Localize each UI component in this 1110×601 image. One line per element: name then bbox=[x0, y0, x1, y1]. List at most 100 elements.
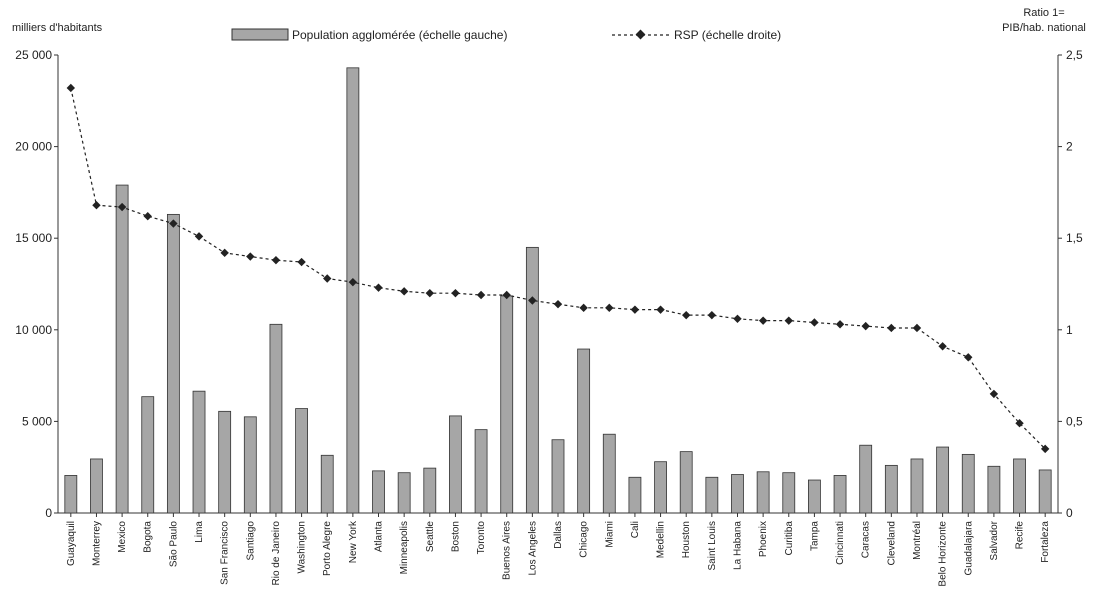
category-label: Porto Alegre bbox=[322, 521, 333, 576]
category-label: Rio de Janeiro bbox=[271, 521, 282, 586]
category-label: Cali bbox=[630, 521, 641, 538]
bar-montr-al bbox=[910, 458, 924, 514]
legend: Population agglomérée (échelle gauche) R… bbox=[231, 28, 781, 42]
category-label: Fortaleza bbox=[1040, 521, 1051, 563]
bar-guayaquil bbox=[64, 475, 78, 514]
category-label: Dallas bbox=[553, 521, 564, 549]
bar-san-francisco bbox=[218, 410, 232, 514]
right-tick-label: 1,5 bbox=[1066, 231, 1083, 245]
rsp-point bbox=[784, 316, 793, 325]
category-label: Tampa bbox=[809, 521, 820, 551]
rsp-point bbox=[553, 299, 563, 309]
bar-santiago bbox=[243, 416, 257, 514]
rsp-point bbox=[92, 201, 101, 210]
bar-rio-de-janeiro bbox=[269, 323, 283, 514]
bar-recife bbox=[1013, 458, 1026, 514]
bar-dallas bbox=[551, 439, 565, 514]
rsp-point bbox=[630, 305, 640, 314]
rsp-point bbox=[297, 257, 306, 267]
rsp-point bbox=[1015, 419, 1024, 428]
left-tick-label: 25 000 bbox=[15, 48, 52, 62]
rsp-point bbox=[938, 342, 947, 351]
rsp-point bbox=[656, 305, 665, 314]
rsp-point bbox=[810, 318, 819, 327]
bar-belo-horizonte bbox=[936, 446, 950, 514]
rsp-point bbox=[964, 353, 973, 362]
rsp-point bbox=[912, 323, 922, 333]
right-tick-label: 0,5 bbox=[1066, 414, 1083, 428]
rsp-point bbox=[323, 274, 332, 283]
bar-s-o-paulo bbox=[166, 213, 180, 514]
bar-curitiba bbox=[782, 472, 796, 514]
rsp-point bbox=[707, 310, 717, 320]
category-label: Miami bbox=[604, 521, 615, 548]
rsp-point bbox=[1040, 444, 1050, 454]
category-label: New York bbox=[348, 520, 359, 563]
bar-new-york bbox=[346, 67, 360, 514]
rsp-point bbox=[758, 316, 768, 325]
left-tick-label: 0 bbox=[45, 506, 52, 520]
category-label: Buenos Aires bbox=[502, 521, 513, 580]
category-label: Washington bbox=[297, 521, 308, 573]
category-label: Toronto bbox=[476, 521, 487, 555]
category-label: Atlanta bbox=[374, 521, 385, 553]
rsp-point bbox=[451, 288, 460, 298]
category-label: Caracas bbox=[861, 521, 872, 558]
category-label: Guadalajara bbox=[963, 521, 974, 576]
rsp-point bbox=[194, 232, 204, 241]
rsp-point bbox=[117, 202, 127, 212]
right-axis-title-line1: Ratio 1= bbox=[1023, 7, 1064, 19]
category-label: Curitiba bbox=[784, 521, 795, 556]
bars bbox=[64, 67, 1052, 514]
rsp-point bbox=[861, 321, 870, 331]
right-tick-label: 1 bbox=[1066, 323, 1073, 337]
bar-buenos-aires bbox=[500, 295, 514, 514]
bar-la-habana bbox=[731, 474, 744, 514]
bar-phoenix bbox=[756, 471, 770, 514]
bar-medellin bbox=[654, 461, 667, 514]
category-label: São Paulo bbox=[168, 521, 179, 568]
bar-lima bbox=[192, 390, 206, 514]
left-tick-label: 20 000 bbox=[15, 140, 52, 154]
bar-monterrey bbox=[90, 458, 103, 514]
bar-los-angeles bbox=[525, 246, 539, 514]
axes: 0 5 000 10 000 15 000 20 000 25 000 0 0,5 1 1,5 2 2… bbox=[15, 48, 1083, 587]
rsp-point bbox=[246, 252, 255, 261]
rsp-point bbox=[476, 290, 486, 300]
rsp-point bbox=[425, 288, 434, 298]
right-tick-label: 2,5 bbox=[1066, 48, 1083, 62]
bar-porto-alegre bbox=[320, 454, 334, 514]
category-label: Cincinnati bbox=[835, 521, 846, 565]
bar-miami bbox=[602, 433, 616, 514]
right-tick-label: 2 bbox=[1066, 140, 1073, 154]
category-label: Boston bbox=[450, 521, 461, 552]
bar-saint-louis bbox=[705, 476, 719, 514]
bar-boston bbox=[449, 415, 462, 514]
rsp-line bbox=[66, 83, 1050, 454]
legend-bar-swatch bbox=[231, 28, 289, 41]
category-label: Houston bbox=[681, 521, 692, 558]
bar-cali bbox=[628, 476, 642, 514]
category-label: Recife bbox=[1015, 521, 1026, 550]
rsp-point bbox=[579, 303, 588, 313]
rsp-point bbox=[143, 212, 152, 221]
rsp-point bbox=[348, 277, 358, 287]
category-label: Mexico bbox=[117, 521, 128, 553]
left-tick-label: 5 000 bbox=[22, 414, 52, 428]
category-label: Bogota bbox=[143, 521, 154, 553]
category-label: Phoenix bbox=[758, 521, 769, 557]
rsp-point bbox=[733, 314, 742, 324]
rsp-point bbox=[374, 283, 383, 292]
rsp-line-path bbox=[70, 87, 1046, 450]
category-label: Minneapolis bbox=[399, 521, 410, 574]
category-label: La Habana bbox=[732, 521, 743, 570]
bar-guadalajara bbox=[961, 453, 975, 514]
rsp-point bbox=[605, 303, 614, 313]
bar-atlanta bbox=[372, 470, 385, 514]
rsp-point bbox=[399, 287, 409, 296]
category-label: Chicago bbox=[579, 521, 590, 558]
legend-line-label: RSP (échelle droite) bbox=[674, 28, 781, 42]
bar-tampa bbox=[808, 479, 821, 514]
bar-washington bbox=[295, 408, 308, 514]
